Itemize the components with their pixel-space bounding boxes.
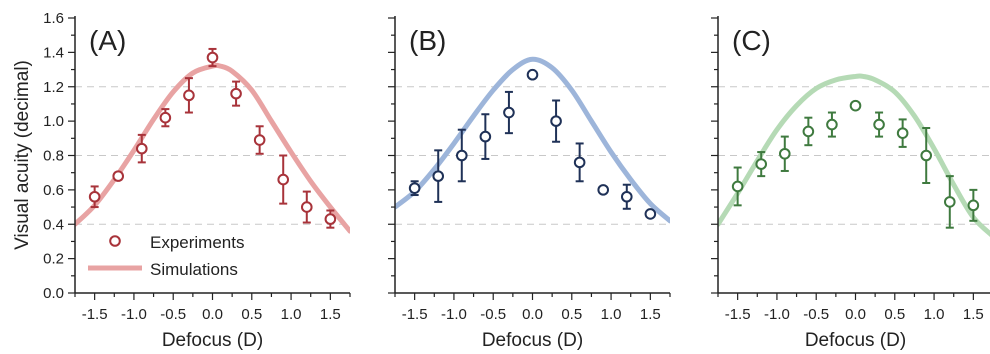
data-point (277, 173, 290, 186)
legend-label-simulations: Simulations (150, 260, 238, 279)
data-point (432, 170, 445, 182)
panel-a: 0.0 0.2 0.4 0.6 0.8 1.0 1.2 1.4 1.6 -1.5 -1.0 -0.5 0… (43, 10, 351, 351)
x-tick-label: -1.0 (764, 306, 790, 323)
data-point (112, 170, 125, 182)
x-axis-label: Defocus (D) (162, 330, 263, 351)
data-point (597, 184, 610, 196)
data-point (526, 68, 539, 81)
x-tick-label: 1.0 (924, 306, 945, 323)
y-axis-label: Visual acuity (decimal) (12, 60, 33, 250)
legend-marker-experiments (109, 235, 121, 247)
simulation-curve (75, 62, 350, 234)
panels-group: 0.0 0.2 0.4 0.6 0.8 1.0 1.2 1.4 1.6 -1.5 -1.0 -0.5 0… (43, 10, 990, 351)
data-point (967, 199, 980, 212)
data-point (802, 125, 815, 138)
x-tick-label: 1.0 (281, 306, 302, 323)
y-tick-label: 0.4 (43, 216, 64, 233)
data-point (644, 208, 657, 220)
data-point (731, 180, 744, 193)
x-tick-label: -0.5 (803, 306, 829, 323)
legend-label-experiments: Experiments (150, 233, 244, 252)
data-point (479, 130, 492, 143)
data-point (159, 111, 172, 124)
data-point (230, 87, 242, 100)
y-tick-label: 1.6 (43, 10, 64, 27)
x-tick-label: 0.5 (561, 306, 582, 323)
x-tick-label: 0.5 (884, 306, 905, 323)
data-point (873, 118, 885, 131)
panel-c: -1.5 -1.0 -0.5 0.0 0.5 1.0 1.5 Defocus (D) (C) (711, 16, 990, 351)
y-tick-label: 0.0 (43, 285, 64, 302)
x-tick-label: 0.0 (845, 306, 866, 323)
y-tick-label: 1.0 (43, 113, 64, 130)
x-tick-label: -0.5 (160, 306, 186, 323)
y-tick-label: 1.2 (43, 79, 64, 96)
data-point (755, 158, 768, 170)
y-tick-label: 0.2 (43, 251, 64, 268)
x-tick-label: -0.5 (480, 306, 506, 323)
y-tick-label: 0.8 (43, 148, 64, 165)
x-tick-label: 1.0 (601, 306, 622, 323)
data-point (943, 196, 956, 208)
simulation-curve (718, 73, 990, 237)
x-axis-label: Defocus (D) (482, 330, 583, 351)
data-point (206, 51, 219, 64)
panel-label: (A) (89, 25, 126, 56)
data-point (920, 149, 933, 162)
x-tick-label: 1.5 (320, 306, 341, 323)
simulation-curve (395, 56, 670, 224)
data-point (896, 127, 909, 139)
panel-label: (C) (732, 25, 771, 56)
data-point (503, 106, 515, 119)
data-point (455, 149, 468, 162)
x-tick-label: -1.5 (402, 306, 428, 323)
data-point (849, 99, 862, 112)
data-point (620, 190, 633, 203)
x-tick-label: -1.5 (725, 306, 751, 323)
x-axis-label: Defocus (D) (805, 330, 906, 351)
x-tick-label: 0.0 (202, 306, 223, 323)
x-tick-label: -1.0 (121, 306, 147, 323)
legend: Experiments Simulations (88, 233, 244, 279)
data-point (183, 89, 195, 102)
data-point (88, 190, 101, 203)
x-tick-label: -1.0 (441, 306, 467, 323)
data-point (408, 182, 421, 194)
x-tick-label: 1.5 (963, 306, 984, 323)
data-point (135, 142, 148, 155)
data-point (826, 118, 838, 131)
panel-label: (B) (409, 25, 446, 56)
data-point (573, 156, 586, 169)
data-point (778, 147, 791, 160)
panel-b: -1.5 -1.0 -0.5 0.0 0.5 1.0 1.5 Defocus (D) (B) (388, 16, 671, 351)
data-point (550, 115, 562, 127)
x-tick-label: 0.0 (522, 306, 543, 323)
x-tick-label: 0.5 (241, 306, 262, 323)
y-tick-label: 0.6 (43, 182, 64, 199)
data-point (324, 213, 337, 225)
data-point (253, 134, 266, 146)
y-tick-label: 1.4 (43, 44, 64, 61)
x-tick-label: 1.5 (640, 306, 661, 323)
data-point (300, 201, 313, 213)
x-tick-label: -1.5 (82, 306, 108, 323)
